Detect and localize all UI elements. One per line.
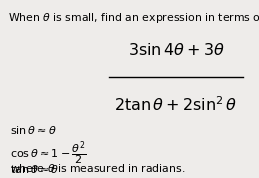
Text: $3\sin 4\theta + 3\theta$: $3\sin 4\theta + 3\theta$ <box>128 42 225 58</box>
Text: $\sin \theta \approx \theta$: $\sin \theta \approx \theta$ <box>10 124 57 136</box>
Text: $\tan \theta \approx \theta$: $\tan \theta \approx \theta$ <box>10 163 60 175</box>
Text: where $\theta$ is measured in radians.: where $\theta$ is measured in radians. <box>10 163 186 174</box>
Text: When $\theta$ is small, find an expression in terms of $\theta$ for:: When $\theta$ is small, find an expressi… <box>8 11 259 25</box>
Text: $\cos \theta \approx 1 - \dfrac{\theta^2}{2}$: $\cos \theta \approx 1 - \dfrac{\theta^2… <box>10 140 87 168</box>
Text: $2\tan \theta + 2\sin^2 \theta$: $2\tan \theta + 2\sin^2 \theta$ <box>114 96 238 114</box>
